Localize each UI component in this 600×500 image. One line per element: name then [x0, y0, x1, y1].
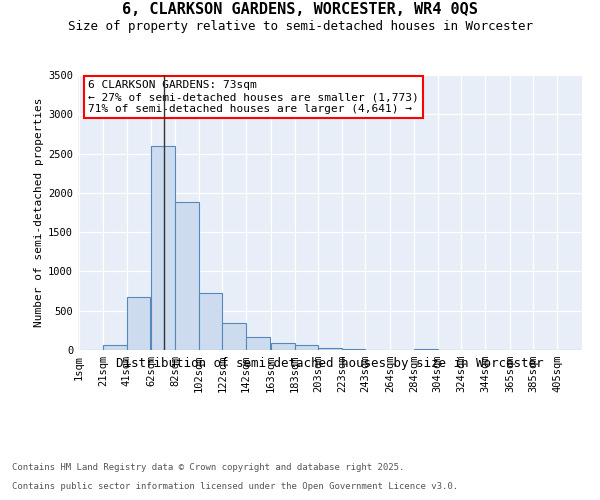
- Bar: [271, 342, 295, 350]
- Bar: [223, 322, 246, 350]
- Bar: [199, 294, 223, 350]
- Bar: [342, 349, 365, 350]
- Text: Contains HM Land Registry data © Crown copyright and database right 2025.: Contains HM Land Registry data © Crown c…: [12, 464, 404, 472]
- Bar: [151, 146, 175, 350]
- Text: Size of property relative to semi-detached houses in Worcester: Size of property relative to semi-detach…: [67, 20, 533, 33]
- Bar: [295, 346, 318, 350]
- Text: 6, CLARKSON GARDENS, WORCESTER, WR4 0QS: 6, CLARKSON GARDENS, WORCESTER, WR4 0QS: [122, 2, 478, 18]
- Bar: [246, 338, 269, 350]
- Bar: [103, 345, 127, 350]
- Text: Distribution of semi-detached houses by size in Worcester: Distribution of semi-detached houses by …: [116, 358, 544, 370]
- Bar: [414, 349, 437, 350]
- Text: 6 CLARKSON GARDENS: 73sqm
← 27% of semi-detached houses are smaller (1,773)
71% : 6 CLARKSON GARDENS: 73sqm ← 27% of semi-…: [88, 80, 419, 114]
- Bar: [127, 296, 150, 350]
- Bar: [318, 348, 342, 350]
- Bar: [175, 202, 199, 350]
- Y-axis label: Number of semi-detached properties: Number of semi-detached properties: [34, 98, 44, 327]
- Text: Contains public sector information licensed under the Open Government Licence v3: Contains public sector information licen…: [12, 482, 458, 491]
